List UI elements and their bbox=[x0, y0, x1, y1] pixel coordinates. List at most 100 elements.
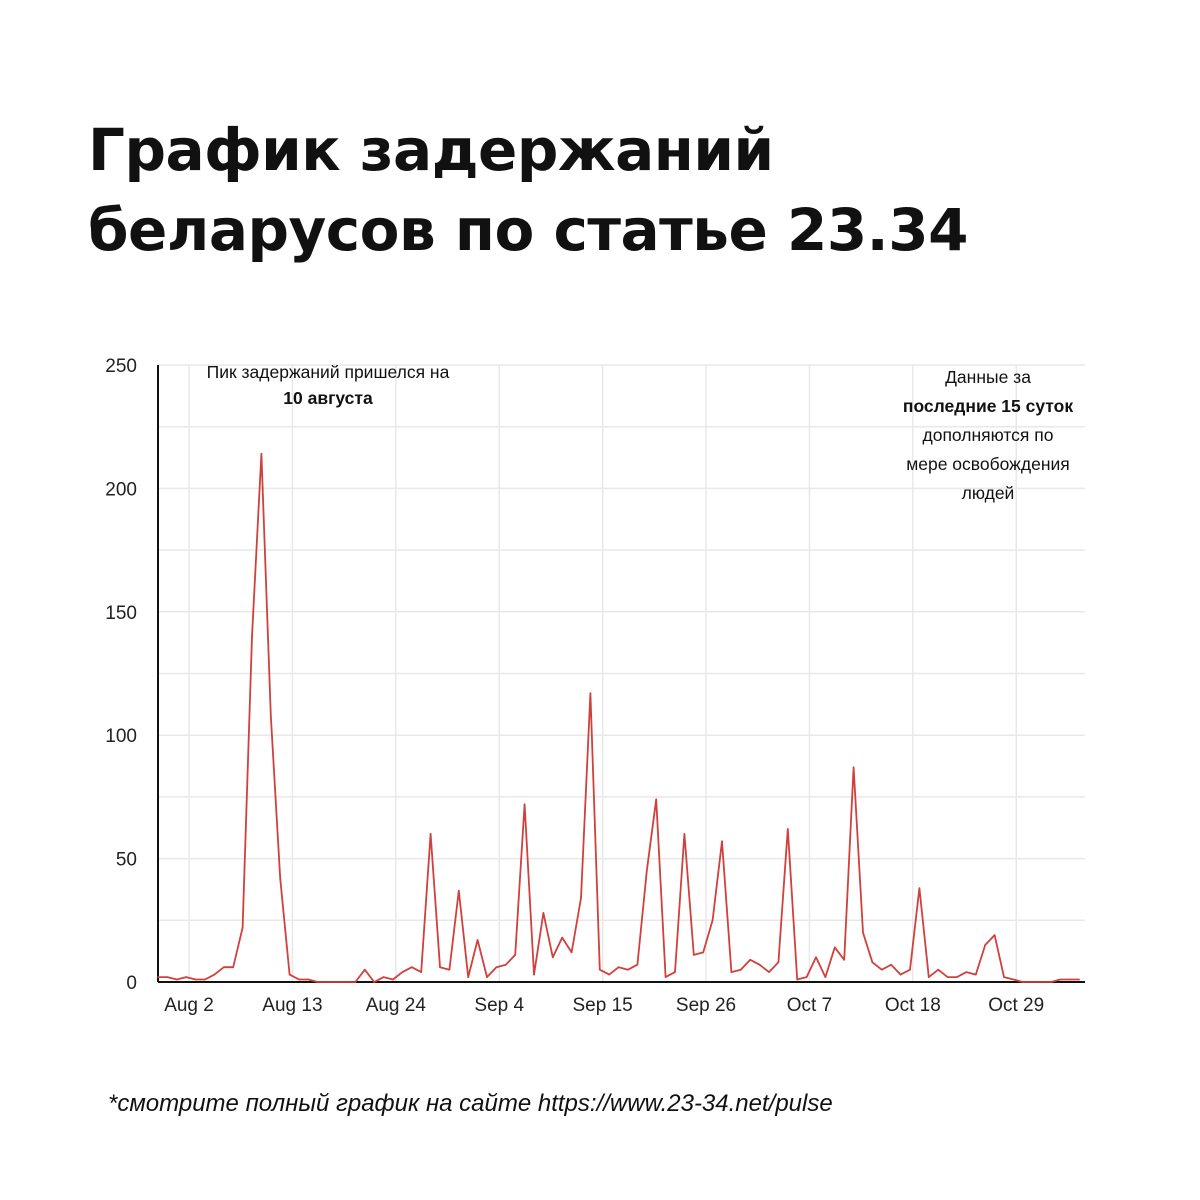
data-point bbox=[852, 766, 855, 769]
data-point bbox=[881, 968, 883, 971]
data-point bbox=[185, 976, 187, 978]
data-point bbox=[279, 877, 282, 880]
data-point bbox=[448, 968, 451, 971]
chart-title: График задержаний беларусов по статье 23… bbox=[88, 110, 1138, 270]
data-point bbox=[288, 973, 291, 976]
data-point bbox=[223, 966, 225, 968]
x-tick-label: Oct 7 bbox=[787, 995, 832, 1016]
data-point bbox=[674, 971, 676, 973]
data-point bbox=[194, 978, 197, 981]
data-point bbox=[956, 976, 958, 978]
data-point bbox=[505, 963, 507, 966]
series-line-detentions bbox=[158, 452, 1080, 983]
recent-note-line-1: Данные за bbox=[945, 367, 1031, 387]
data-point bbox=[1078, 978, 1080, 981]
data-point bbox=[467, 976, 470, 978]
data-point bbox=[364, 968, 366, 971]
y-tick-label: 200 bbox=[105, 479, 137, 500]
data-point bbox=[429, 833, 432, 835]
data-point bbox=[693, 954, 695, 956]
peak-date-bold: 10 августа bbox=[283, 388, 373, 408]
data-point bbox=[599, 968, 601, 971]
data-point bbox=[476, 939, 479, 941]
x-tick-label: Aug 2 bbox=[164, 995, 214, 1016]
data-point bbox=[1012, 978, 1015, 981]
recent-data-annotation: Данные за последние 15 суток дополняются… bbox=[878, 363, 1098, 508]
data-point bbox=[664, 976, 667, 978]
data-point bbox=[993, 934, 996, 936]
data-point bbox=[984, 944, 986, 946]
y-tick-label: 100 bbox=[105, 726, 137, 747]
footer-source-link: *смотрите полный график на сайте https:/… bbox=[108, 1090, 833, 1117]
data-point bbox=[768, 971, 770, 973]
axes bbox=[157, 365, 1085, 983]
data-point bbox=[552, 956, 554, 959]
data-point bbox=[176, 978, 178, 981]
data-point bbox=[533, 973, 535, 976]
data-point bbox=[711, 919, 714, 922]
data-point bbox=[542, 912, 545, 914]
x-tick-label: Oct 29 bbox=[988, 995, 1044, 1016]
data-point bbox=[683, 833, 686, 835]
data-point bbox=[523, 803, 526, 806]
data-point bbox=[655, 798, 657, 801]
data-point bbox=[354, 981, 357, 983]
data-point bbox=[843, 958, 845, 961]
data-point bbox=[740, 968, 742, 971]
recent-note-line-2: последние 15 суток bbox=[878, 392, 1098, 421]
data-point bbox=[862, 931, 864, 934]
x-tick-label: Aug 24 bbox=[366, 995, 427, 1016]
peak-annotation: Пик задержаний пришелся на 10 августа bbox=[168, 359, 488, 411]
data-point bbox=[439, 966, 441, 968]
data-point bbox=[975, 973, 977, 976]
data-point bbox=[871, 961, 874, 964]
data-point bbox=[918, 887, 921, 890]
data-point bbox=[1031, 981, 1033, 983]
recent-note-line-5: людей bbox=[961, 483, 1015, 503]
data-point bbox=[1022, 981, 1024, 983]
tick-labels: 0 50 100 150 200 250 Aug 2 Aug 13 Aug 24 Sep 4 Sep… bbox=[105, 356, 1044, 1016]
data-point bbox=[928, 976, 930, 978]
x-tick-label: Sep 15 bbox=[573, 995, 633, 1016]
data-point bbox=[486, 976, 488, 978]
data-point bbox=[1003, 976, 1005, 978]
data-point bbox=[166, 976, 169, 978]
recent-note-bold: последние 15 суток bbox=[902, 396, 1074, 416]
grid bbox=[158, 364, 1085, 982]
data-point bbox=[241, 926, 244, 929]
data-point bbox=[213, 973, 216, 976]
data-point bbox=[937, 968, 939, 971]
data-point bbox=[401, 971, 404, 973]
data-point bbox=[411, 966, 413, 968]
data-point bbox=[805, 976, 808, 978]
data-point bbox=[946, 976, 949, 978]
data-point bbox=[458, 889, 460, 892]
data-point bbox=[270, 714, 272, 717]
y-tick-label: 50 bbox=[116, 850, 137, 871]
x-tick-label: Sep 26 bbox=[676, 995, 736, 1016]
data-point bbox=[326, 981, 329, 983]
data-point bbox=[307, 978, 310, 981]
data-point bbox=[749, 958, 751, 961]
chart-title-line-2: беларусов по статье 23.34 bbox=[88, 196, 968, 264]
x-tick-label: Aug 13 bbox=[262, 995, 322, 1016]
data-point bbox=[627, 968, 629, 971]
data-point bbox=[965, 971, 968, 973]
data-point bbox=[335, 981, 338, 983]
data-point bbox=[909, 968, 911, 971]
data-point bbox=[373, 981, 376, 983]
data-point bbox=[636, 963, 639, 966]
data-point bbox=[514, 954, 516, 956]
data-point bbox=[495, 966, 498, 968]
data-point bbox=[251, 635, 253, 638]
data-point bbox=[420, 971, 423, 973]
data-point bbox=[589, 692, 592, 695]
data-point bbox=[1059, 978, 1062, 981]
data-point bbox=[317, 981, 319, 983]
data-point bbox=[1069, 978, 1071, 981]
data-point bbox=[899, 973, 902, 976]
chart-title-line-1: График задержаний bbox=[88, 116, 774, 184]
data-point bbox=[570, 951, 573, 954]
data-point bbox=[787, 828, 789, 830]
